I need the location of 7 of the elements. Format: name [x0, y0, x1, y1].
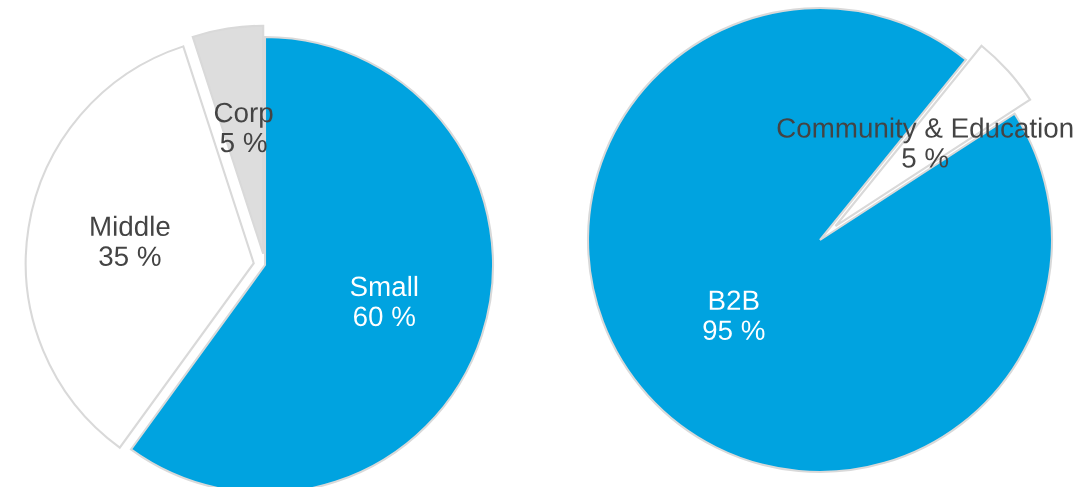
- data-label: 95 %: [703, 320, 765, 341]
- slice-label: B2B: [709, 290, 759, 310]
- data-label: 35 %: [99, 246, 161, 267]
- data-label: 60 %: [354, 306, 415, 327]
- data-label: 5 %: [902, 148, 949, 168]
- slice-label: Small: [350, 275, 418, 297]
- slice-label: Middle: [91, 215, 170, 237]
